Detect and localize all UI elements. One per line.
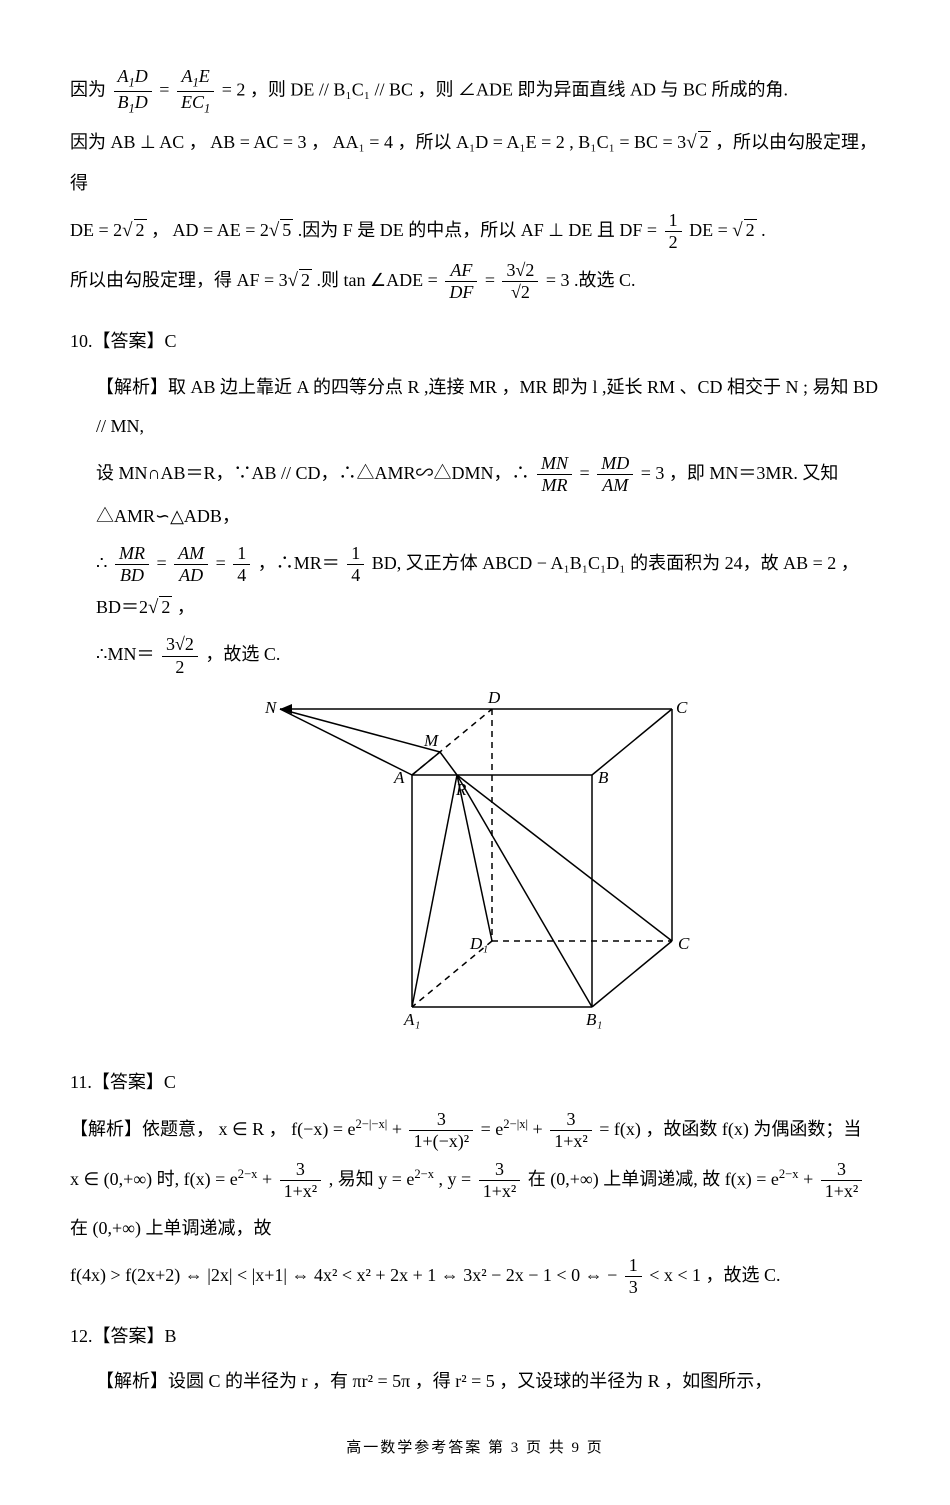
t: 设 MN∩AB＝R，∵AB // CD，∴△AMR∽△DMN，∴ — [96, 463, 530, 483]
t: 因为 AB ⊥ AC ， AB = AC = 3 ， AA₁ = 4 ，所以 A… — [70, 132, 686, 152]
sqrt2c: 2 — [744, 219, 757, 240]
t: , y = — [439, 1169, 476, 1189]
sqrt5: 5 — [280, 219, 293, 240]
page-content: 因为 A1D B1D = A1E EC1 = 2 ，则 DE // B₁C₁ /… — [0, 0, 950, 1505]
t: = — [485, 270, 500, 290]
frac11-3: 31+x² — [280, 1159, 322, 1203]
t: ， — [172, 597, 195, 617]
svg-text:B₁: B₁ — [586, 1010, 602, 1029]
frac-1-3: 13 — [625, 1255, 642, 1299]
q10-l2: 设 MN∩AB＝R，∵AB // CD，∴△AMR∽△DMN，∴ MN MR =… — [70, 453, 880, 537]
q9-line3: DE = 2√2 ， AD = AE = 2√5 .因为 F 是 DE 的中点，… — [70, 210, 880, 254]
t: + — [262, 1169, 277, 1189]
sqrt2d: 2 — [299, 269, 312, 290]
sup: 2−|−x| — [355, 1117, 387, 1131]
svg-text:C₁: C₁ — [678, 934, 690, 953]
frac11-5: 31+x² — [821, 1159, 863, 1203]
t: .则 tan ∠ADE = — [317, 270, 443, 290]
t: + — [803, 1169, 818, 1189]
sup: 2−x — [779, 1167, 799, 1181]
q10-header: 10.【答案】C — [70, 322, 880, 362]
t: = f(x) ，故函数 f(x) 为偶函数；当 — [599, 1119, 861, 1139]
t: 所以由勾股定理，得 AF = 3 — [70, 270, 288, 290]
t: ，∴MR＝ — [258, 553, 340, 573]
t: DE = 2 — [70, 220, 122, 240]
frac-am-ad: AM AD — [174, 543, 208, 587]
svg-text:C: C — [676, 698, 688, 717]
q12-l1: 【解析】设圆 C 的半径为 r ，有 πr² = 5π ，得 r² = 5 ，又… — [70, 1362, 880, 1402]
sqrt2e: 2 — [159, 596, 172, 617]
t: . — [757, 220, 766, 240]
t: + — [533, 1119, 548, 1139]
svg-text:A: A — [393, 768, 405, 787]
t: x ∈ (0,+∞) 时, f(x) = e — [70, 1169, 238, 1189]
frac11-1: 31+(−x)² — [409, 1109, 473, 1153]
q11-l2: x ∈ (0,+∞) 时, f(x) = e2−x + 31+x² , 易知 y… — [70, 1159, 880, 1203]
t: < x < 1 ，故选 C. — [649, 1265, 780, 1285]
q12-header: 12.【答案】B — [70, 1317, 880, 1357]
t: ， AD = AE = 2 — [151, 220, 269, 240]
svg-text:B: B — [598, 768, 609, 787]
q9-line1: 因为 A1D B1D = A1E EC1 = 2 ，则 DE // B₁C₁ /… — [70, 66, 880, 116]
q9-line4: 所以由勾股定理，得 AF = 3√2 .则 tan ∠ADE = AF DF =… — [70, 260, 880, 304]
t: = — [580, 463, 595, 483]
frac-1-4: 1 4 — [233, 543, 250, 587]
t: 因为 — [70, 79, 106, 99]
svg-text:A₁: A₁ — [403, 1010, 420, 1029]
sqrt2: 2 — [698, 131, 711, 152]
t: , 易知 y = e — [329, 1169, 415, 1189]
t: = — [216, 553, 231, 573]
frac-a1e-ec1: A1E EC1 — [177, 66, 214, 116]
sup: 2−x — [238, 1167, 258, 1181]
t: ∴ — [96, 553, 107, 573]
svg-text:N: N — [264, 698, 278, 717]
t: DE = — [689, 220, 732, 240]
frac11-2: 31+x² — [550, 1109, 592, 1153]
svg-text:M: M — [423, 731, 439, 750]
cube-diagram: N D C MA R B D₁ C₁ A₁ B₁ — [260, 691, 690, 1031]
svg-text:D₁: D₁ — [469, 934, 488, 953]
t: = 2 ，则 DE // B₁C₁ // BC ，则 ∠ADE 即为异面直线 A… — [222, 79, 788, 99]
page-footer: 高一数学参考答案 第 3 页 共 9 页 — [70, 1432, 880, 1465]
q11-l1: 【解析】依题意， x ∈ R ， f(−x) = e2−|−x| + 31+(−… — [70, 1109, 880, 1153]
q11-l3: 在 (0,+∞) 上单调递减，故 — [70, 1209, 880, 1249]
q10-l3: ∴ MR BD = AM AD = 1 4 ，∴MR＝ 1 4 BD, 又正方体… — [70, 543, 880, 629]
frac11-4: 31+x² — [479, 1159, 521, 1203]
t: 在 (0,+∞) 上单调递减, 故 f(x) = e — [528, 1169, 779, 1189]
t: = — [159, 79, 169, 99]
frac-a1d-b1d: A1D B1D — [114, 66, 152, 116]
svg-text:D: D — [487, 691, 501, 707]
frac-mr-bd: MR BD — [115, 543, 149, 587]
t: = 3 .故选 C. — [546, 270, 636, 290]
t: .因为 F 是 DE 的中点，所以 AF ⊥ DE 且 DF = — [298, 220, 662, 240]
frac-mn-val: 3√2 2 — [162, 634, 198, 678]
sqrt2b: 2 — [134, 219, 147, 240]
sup: 2−x — [414, 1167, 434, 1181]
frac-3r2-r2: 3√2 √2 — [502, 260, 538, 304]
t: f(4x) > f(2x+2) ⇔ |2x| < |x+1| ⇔ 4x² < x… — [70, 1265, 617, 1285]
sup: 2−|x| — [503, 1117, 528, 1131]
q10-l4: ∴MN＝ 3√2 2 ，故选 C. — [70, 634, 880, 678]
t: = e — [481, 1119, 504, 1139]
t: BD, 又正方体 ABCD − A₁B₁C₁D₁ 的表面积为 24，故 AB =… — [96, 553, 859, 617]
q9-line2: 因为 AB ⊥ AC ， AB = AC = 3 ， AA₁ = 4 ，所以 A… — [70, 122, 880, 203]
frac-af-df: AF DF — [445, 260, 477, 304]
q11-header: 11.【答案】C — [70, 1063, 880, 1103]
t: ，故选 C. — [205, 645, 280, 665]
t: 【解析】依题意， x ∈ R ， f(−x) = e — [70, 1119, 355, 1139]
q10-l1: 【解析】取 AB 边上靠近 A 的四等分点 R ,连接 MR ，MR 即为 l … — [70, 368, 880, 447]
frac-1-4b: 1 4 — [347, 543, 364, 587]
t: = — [156, 553, 171, 573]
q10-figure: N D C MA R B D₁ C₁ A₁ B₁ — [70, 691, 880, 1046]
t: ∴MN＝ — [96, 645, 154, 665]
frac-md-am: MD AM — [597, 453, 633, 497]
frac-half: 1 2 — [665, 210, 682, 254]
t: + — [392, 1119, 407, 1139]
svg-text:R: R — [455, 780, 467, 799]
frac-mn-mr: MN MR — [537, 453, 572, 497]
q11-l4: f(4x) > f(2x+2) ⇔ |2x| < |x+1| ⇔ 4x² < x… — [70, 1255, 880, 1299]
